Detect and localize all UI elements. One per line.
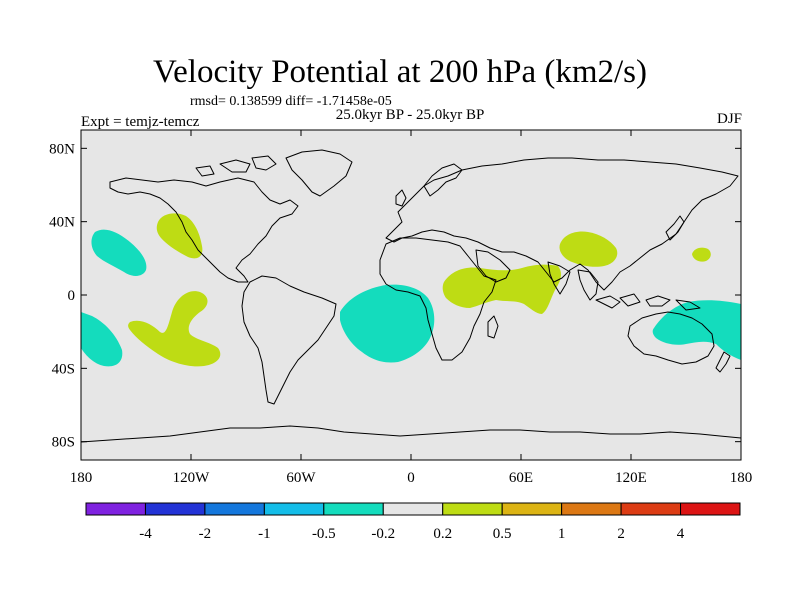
coastline-british-isles [395, 189, 407, 207]
colorbar-swatch [561, 502, 622, 516]
coastline-eurasia [385, 157, 739, 291]
anomaly-southwest-pacific [81, 312, 123, 367]
colorbar-label: -4 [139, 526, 152, 542]
colorbar-label: 0.5 [493, 526, 512, 542]
anomaly-baja [156, 213, 203, 259]
colorbar-label: 1 [558, 526, 566, 542]
coastline-antarctica [81, 425, 741, 443]
colorbar-label: -0.5 [312, 526, 336, 542]
colorbar-swatch [204, 502, 265, 516]
colorbar-label: 2 [617, 526, 625, 542]
experiment-label: Expt = temjz-temcz [81, 114, 200, 130]
lat-tick-label: 80S [52, 435, 75, 451]
anomaly-fills [81, 213, 741, 367]
lon-tick-label: 120E [615, 470, 647, 486]
coastline-india [547, 261, 571, 295]
period-label: 25.0kyr BP - 25.0kyr BP [335, 107, 485, 123]
stats-line: rmsd= 0.138599 diff= -1.71458e-05 [190, 94, 392, 109]
lon-tick-label: 120W [173, 470, 211, 486]
lat-tick-label: 40N [49, 215, 75, 231]
longitude-axis: 180 120W 60W 0 60E 120E 180 [70, 130, 753, 486]
colorbar-label: -1 [258, 526, 271, 542]
coastline-scandinavia [423, 163, 463, 197]
anomaly-africa-arabian-sea [442, 264, 562, 314]
colorbar-swatch [85, 502, 146, 516]
coastline-australia [627, 311, 715, 365]
colorbar-swatch [680, 502, 741, 516]
lon-tick-label: 60E [509, 470, 533, 486]
coastline-arctic-islands [195, 155, 277, 177]
colorbar-swatch [501, 502, 563, 516]
colorbar-label: -2 [199, 526, 212, 542]
colorbar-swatch [620, 502, 682, 516]
coastlines [81, 149, 741, 443]
coastline-madagascar [487, 315, 499, 339]
colorbar-swatch [442, 502, 503, 516]
lon-tick-label: 180 [70, 470, 93, 486]
coastline-maritime-continent [595, 293, 701, 311]
colorbar-label: 0.2 [433, 526, 452, 542]
lat-tick-label: 40S [52, 361, 75, 377]
colorbar-label: 4 [677, 526, 685, 542]
coastline-greenland [285, 149, 353, 197]
anomaly-southeast-pacific [128, 291, 221, 367]
coastline-southeast-asia [577, 269, 599, 301]
coastline-africa [379, 237, 497, 361]
anomaly-north-pacific [91, 229, 147, 276]
colorbar: -4 -2 -1 -0.5 -0.2 0.2 0.5 1 2 4 [85, 502, 741, 542]
anomaly-australia-pacific [652, 300, 741, 360]
map-title: Velocity Potential at 200 hPa (km2/s) [152, 54, 648, 90]
coastline-new-zealand [715, 351, 731, 373]
lon-tick-label: 60W [286, 470, 316, 486]
lat-tick-label: 80N [49, 141, 75, 157]
coastline-south-america [241, 275, 337, 405]
lat-tick-label: 0 [68, 288, 76, 304]
anomaly-northwest-pacific [692, 247, 711, 262]
lon-tick-label: 180 [730, 470, 753, 486]
season-label: DJF [716, 111, 742, 127]
lon-tick-label: 0 [407, 470, 415, 486]
colorbar-swatch [382, 502, 444, 516]
colorbar-swatch [323, 502, 384, 516]
anomaly-tropical-atlantic [340, 284, 435, 363]
colorbar-swatch [263, 502, 325, 516]
colorbar-label: -0.2 [371, 526, 395, 542]
coastline-japan [665, 215, 685, 241]
latitude-axis: 80N 40N 0 40S 80S [49, 141, 741, 451]
coastline-arabia [475, 249, 511, 283]
anomaly-south-asia [559, 231, 618, 267]
coastline-north-america [109, 177, 299, 283]
colorbar-swatch [144, 502, 206, 516]
